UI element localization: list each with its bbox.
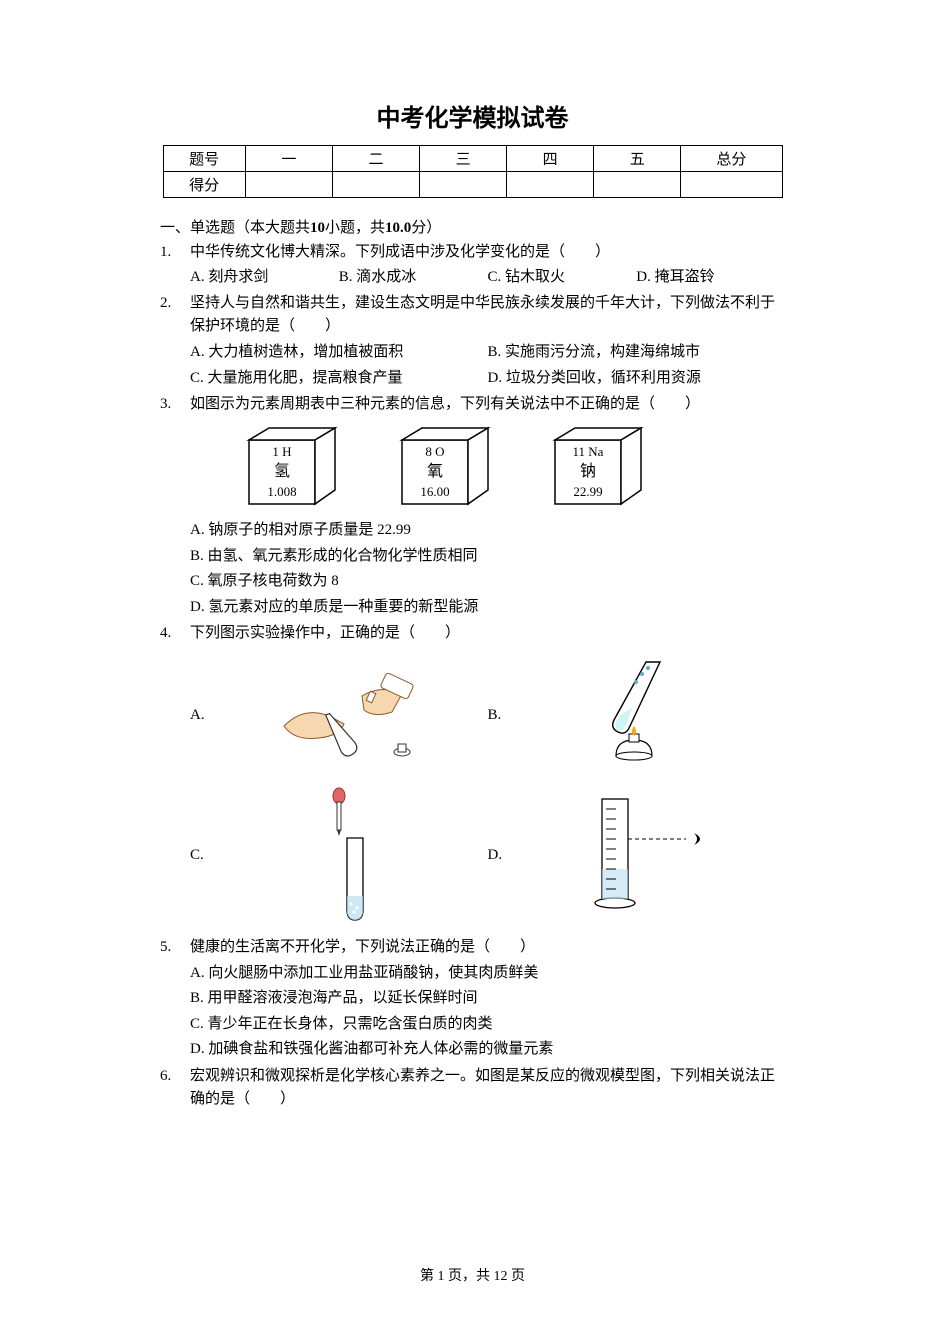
option-b: B. 由氢、氧元素形成的化合物化学性质相同 <box>190 544 785 570</box>
option-label: D. <box>488 847 518 864</box>
option-label: A. <box>190 707 220 724</box>
option-row: A. 刻舟求剑 B. 滴水成冰 C. 钻木取火 D. 掩耳盗铃 <box>190 266 785 289</box>
question-stem: 如图示为元素周期表中三种元素的信息，下列有关说法中不正确的是（ ） <box>190 393 785 416</box>
question: 2. 坚持人与自然和谐共生，建设生态文明是中华民族永续发展的千年大计，下列做法不… <box>160 292 785 339</box>
option-list: A. 钠原子的相对原子质量是 22.99 B. 由氢、氧元素形成的化合物化学性质… <box>190 518 785 620</box>
option-b: B. 滴水成冰 <box>339 266 488 289</box>
question: 3. 如图示为元素周期表中三种元素的信息，下列有关说法中不正确的是（ ） <box>160 393 785 416</box>
option-d: D. 加碘食盐和铁强化酱油都可补充人体必需的微量元素 <box>190 1037 785 1063</box>
question-stem: 坚持人与自然和谐共生，建设生态文明是中华民族永续发展的千年大计，下列做法不利于保… <box>190 292 785 339</box>
option-label: B. <box>488 707 518 724</box>
option-list: A. 向火腿肠中添加工业用盐亚硝酸钠，使其肉质鲜美 B. 用甲醛溶液浸泡海产品，… <box>190 961 785 1063</box>
elem-bot: 22.99 <box>574 484 603 499</box>
text: 分） <box>411 220 441 236</box>
table-cell: 四 <box>507 146 594 172</box>
question-number: 3. <box>160 393 190 416</box>
option-b: B. 用甲醛溶液浸泡海产品，以延长保鲜时间 <box>190 986 785 1012</box>
element-boxes: 1 H 氢 1.008 8 O 氧 16.00 11 Na 钠 22.99 <box>220 426 680 508</box>
table-cell <box>420 172 507 198</box>
option-c: C. 钻木取火 <box>488 266 637 289</box>
option-grid: A. 大力植树造林，增加植被面积 B. 实施雨污分流，构建海绵城市 C. 大量施… <box>190 340 785 391</box>
question-number: 2. <box>160 292 190 339</box>
question: 6. 宏观辨识和微观探析是化学核心素养之一。如图是某反应的微观模型图，下列相关说… <box>160 1065 785 1112</box>
option-d: D. 掩耳盗铃 <box>636 266 785 289</box>
elem-top: 8 O <box>425 444 444 459</box>
elem-mid: 钠 <box>580 462 596 480</box>
question-stem: 健康的生活离不开化学，下列说法正确的是（ ） <box>190 936 785 959</box>
table-cell: 题号 <box>163 146 245 172</box>
figure-a-icon <box>220 666 488 766</box>
table-cell <box>594 172 681 198</box>
option-a: A. 大力植树造林，增加植被面积 <box>190 340 488 366</box>
question: 1. 中华传统文化博大精深。下列成语中涉及化学变化的是（ ） <box>160 241 785 264</box>
elem-mid: 氧 <box>427 462 443 480</box>
page-title: 中考化学模拟试卷 <box>160 98 785 133</box>
table-cell <box>332 172 419 198</box>
figure-row: A. B. <box>190 656 785 776</box>
question-number: 1. <box>160 241 190 264</box>
option-d: D. 氢元素对应的单质是一种重要的新型能源 <box>190 595 785 621</box>
figure-row: C. D. <box>190 786 785 926</box>
section-heading: 一、单选题（本大题共10小题，共10.0分） <box>160 216 785 237</box>
question-number: 6. <box>160 1065 190 1112</box>
elem-bot: 1.008 <box>267 484 296 499</box>
question: 4. 下列图示实验操作中，正确的是（ ） <box>160 622 785 645</box>
table-cell: 五 <box>594 146 681 172</box>
option-a: A. 向火腿肠中添加工业用盐亚硝酸钠，使其肉质鲜美 <box>190 961 785 987</box>
table-cell <box>507 172 594 198</box>
elem-bot: 16.00 <box>420 484 449 499</box>
score-table: 题号 一 二 三 四 五 总分 得分 <box>163 145 783 198</box>
question: 5. 健康的生活离不开化学，下列说法正确的是（ ） <box>160 936 785 959</box>
text: 一、单选题（本大题共 <box>160 220 310 236</box>
table-cell: 总分 <box>681 146 782 172</box>
table-cell: 三 <box>420 146 507 172</box>
page-footer: 第 1 页，共 12 页 <box>0 1265 945 1285</box>
elem-top: 1 H <box>272 444 291 459</box>
option-a: A. 刻舟求剑 <box>190 266 339 289</box>
figure-cell: B. <box>488 656 786 776</box>
option-c: C. 大量施用化肥，提高粮食产量 <box>190 366 488 392</box>
text: 10 <box>310 220 325 236</box>
elem-top: 11 Na <box>573 444 604 459</box>
table-cell: 二 <box>332 146 419 172</box>
table-cell: 得分 <box>163 172 245 198</box>
table-cell <box>245 172 332 198</box>
option-d: D. 垃圾分类回收，循环利用资源 <box>488 366 786 392</box>
option-b: B. 实施雨污分流，构建海绵城市 <box>488 340 786 366</box>
figure-cell: A. <box>190 666 488 766</box>
option-a: A. 钠原子的相对原子质量是 22.99 <box>190 518 785 544</box>
element-box: 1 H 氢 1.008 <box>245 426 349 508</box>
figure-d-icon <box>518 791 786 921</box>
elem-mid: 氢 <box>274 462 290 480</box>
table-cell: 一 <box>245 146 332 172</box>
question-stem: 中华传统文化博大精深。下列成语中涉及化学变化的是（ ） <box>190 241 785 264</box>
option-c: C. 氧原子核电荷数为 8 <box>190 569 785 595</box>
table-cell <box>681 172 782 198</box>
question-number: 5. <box>160 936 190 959</box>
figure-c-icon <box>220 786 488 926</box>
figure-cell: C. <box>190 786 488 926</box>
question-stem: 下列图示实验操作中，正确的是（ ） <box>190 622 785 645</box>
question-number: 4. <box>160 622 190 645</box>
text: 10.0 <box>385 220 411 236</box>
element-box: 8 O 氧 16.00 <box>398 426 502 508</box>
option-label: C. <box>190 847 220 864</box>
text: 小题，共 <box>325 220 385 236</box>
question-stem: 宏观辨识和微观探析是化学核心素养之一。如图是某反应的微观模型图，下列相关说法正确… <box>190 1065 785 1112</box>
element-box: 11 Na 钠 22.99 <box>551 426 655 508</box>
figure-b-icon <box>518 656 786 776</box>
option-c: C. 青少年正在长身体，只需吃含蛋白质的肉类 <box>190 1012 785 1038</box>
figure-cell: D. <box>488 791 786 921</box>
